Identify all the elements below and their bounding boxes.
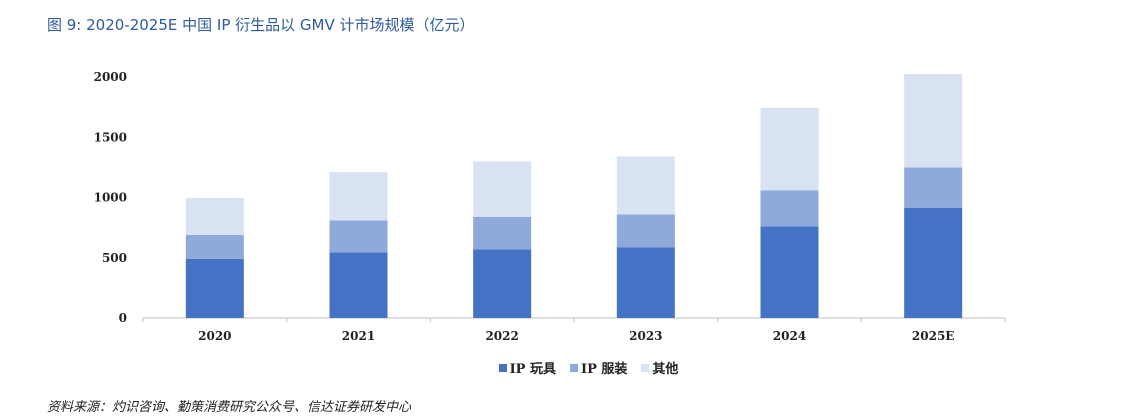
- bar-segment: [760, 226, 819, 318]
- y-tick-label: 0: [119, 311, 127, 325]
- y-tick-label: 500: [102, 251, 127, 265]
- legend-label-other: 其他: [652, 362, 679, 377]
- y-tick-label: 1000: [94, 191, 127, 205]
- bar-segment: [904, 207, 963, 318]
- bar-segment: [185, 258, 244, 318]
- legend-label-ip-apparel: IP 服装: [580, 362, 628, 377]
- x-tick-label: 2023: [629, 329, 662, 343]
- legend-swatch-other: [641, 363, 650, 372]
- bar-segment: [760, 107, 819, 191]
- title-divider: [47, 40, 1095, 41]
- bar-segment: [760, 190, 819, 227]
- bar-segment: [185, 234, 244, 259]
- figure-title: 图 9: 2020-2025E 中国 IP 衍生品以 GMV 计市场规模（亿元）: [47, 16, 475, 34]
- bar-segment: [904, 73, 963, 168]
- legend-item-other: 其他: [641, 358, 678, 377]
- bar-segment: [616, 156, 675, 215]
- bar-segment: [329, 220, 388, 253]
- x-tick-label: 2022: [485, 329, 518, 343]
- chart-legend: IP 玩具 IP 服装 其他: [0, 358, 1137, 377]
- x-tick-label: 2020: [198, 329, 231, 343]
- x-tick-label: 2021: [342, 329, 375, 343]
- x-tick-label: 2024: [773, 329, 806, 343]
- bar-segment: [473, 216, 532, 250]
- bar-segment: [473, 249, 532, 318]
- legend-swatch-ip-apparel: [569, 363, 578, 372]
- x-tick-label: 2025E: [912, 329, 955, 343]
- bar-segment: [329, 172, 388, 221]
- legend-swatch-ip-toys: [498, 363, 507, 372]
- legend-item-ip-toys: IP 玩具: [498, 358, 556, 377]
- bar-segment: [329, 252, 388, 318]
- bar-segment: [185, 198, 244, 235]
- bar-segment: [616, 247, 675, 318]
- bar-segment: [473, 161, 532, 217]
- source-note: 资料来源：灼识咨询、勤策消费研究公众号、信达证券研发中心: [47, 400, 412, 415]
- y-tick-label: 2000: [94, 70, 127, 84]
- legend-label-ip-toys: IP 玩具: [509, 362, 556, 377]
- bar-segment: [904, 167, 963, 208]
- bar-segment: [616, 214, 675, 248]
- legend-item-ip-apparel: IP 服装: [569, 358, 628, 377]
- y-tick-label: 1500: [94, 130, 127, 144]
